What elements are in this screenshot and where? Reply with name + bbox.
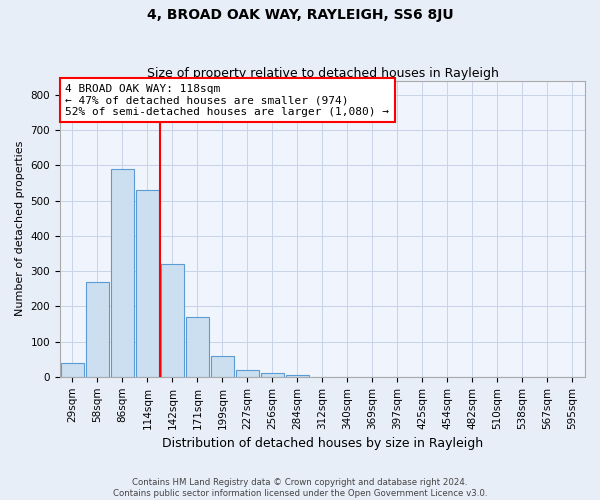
Text: Contains HM Land Registry data © Crown copyright and database right 2024.
Contai: Contains HM Land Registry data © Crown c… bbox=[113, 478, 487, 498]
Bar bbox=[86, 282, 109, 377]
Bar bbox=[261, 374, 284, 377]
Y-axis label: Number of detached properties: Number of detached properties bbox=[15, 141, 25, 316]
Bar bbox=[61, 362, 83, 377]
Bar bbox=[236, 370, 259, 377]
Bar bbox=[211, 356, 233, 377]
Bar bbox=[186, 317, 209, 377]
X-axis label: Distribution of detached houses by size in Rayleigh: Distribution of detached houses by size … bbox=[162, 437, 483, 450]
Bar bbox=[286, 375, 308, 377]
Text: 4, BROAD OAK WAY, RAYLEIGH, SS6 8JU: 4, BROAD OAK WAY, RAYLEIGH, SS6 8JU bbox=[146, 8, 454, 22]
Bar bbox=[161, 264, 184, 377]
Text: 4 BROAD OAK WAY: 118sqm
← 47% of detached houses are smaller (974)
52% of semi-d: 4 BROAD OAK WAY: 118sqm ← 47% of detache… bbox=[65, 84, 389, 117]
Title: Size of property relative to detached houses in Rayleigh: Size of property relative to detached ho… bbox=[146, 66, 499, 80]
Bar bbox=[111, 169, 134, 377]
Bar bbox=[136, 190, 158, 377]
